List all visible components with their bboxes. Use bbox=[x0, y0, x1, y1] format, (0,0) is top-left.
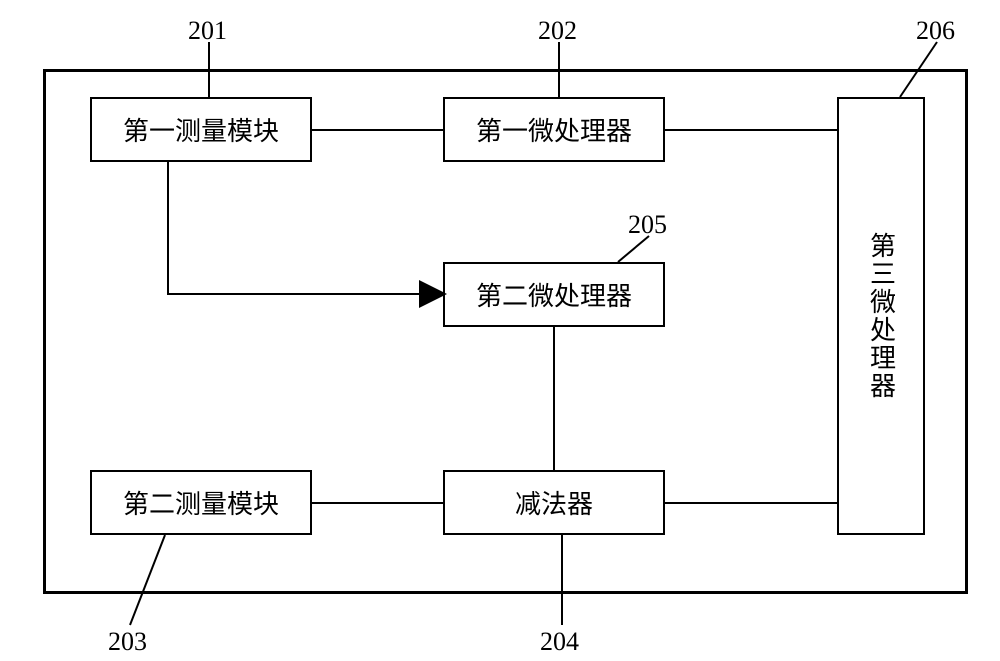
node-second-measure-module: 第二测量模块 bbox=[90, 470, 312, 535]
node-label: 第一微处理器 bbox=[476, 111, 632, 148]
node-subtractor: 减法器 bbox=[443, 470, 665, 535]
node-label: 第二测量模块 bbox=[123, 484, 279, 521]
node-label: 第一测量模块 bbox=[123, 111, 279, 148]
ref-label-202: 202 bbox=[538, 16, 577, 46]
node-label: 第三微处理器 bbox=[863, 232, 900, 400]
node-third-microprocessor: 第三微处理器 bbox=[837, 97, 925, 535]
ref-label-205: 205 bbox=[628, 210, 667, 240]
ref-label-201: 201 bbox=[188, 16, 227, 46]
ref-label-204: 204 bbox=[540, 627, 579, 657]
node-label: 减法器 bbox=[515, 484, 593, 521]
diagram-canvas: 第一测量模块 第一微处理器 第二微处理器 第二测量模块 减法器 第三微处理器 2… bbox=[0, 0, 1000, 661]
node-label: 第二微处理器 bbox=[476, 276, 632, 313]
ref-label-203: 203 bbox=[108, 627, 147, 657]
node-second-microprocessor: 第二微处理器 bbox=[443, 262, 665, 327]
ref-label-206: 206 bbox=[916, 16, 955, 46]
node-first-measure-module: 第一测量模块 bbox=[90, 97, 312, 162]
node-first-microprocessor: 第一微处理器 bbox=[443, 97, 665, 162]
